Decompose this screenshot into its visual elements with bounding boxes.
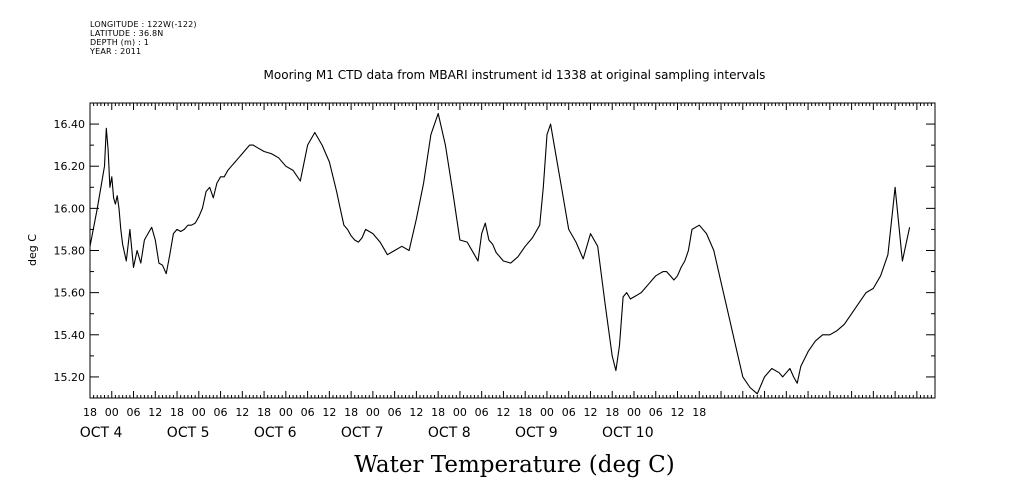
x-tick-label: 12 [148, 406, 162, 419]
x-tick-label: 00 [279, 406, 293, 419]
y-tick-label: 15.20 [54, 371, 86, 384]
x-day-label: OCT 10 [602, 425, 654, 441]
x-tick-label: 12 [583, 406, 597, 419]
meta-longitude: LONGITUDE : 122W(-122) [90, 20, 197, 29]
x-tick-label: 06 [649, 406, 663, 419]
x-tick-label: 00 [366, 406, 380, 419]
temperature-series-line [89, 112, 911, 395]
x-axis-title: Water Temperature (deg C) [354, 452, 675, 478]
x-tick-label: 18 [344, 406, 358, 419]
x-tick-label: 00 [105, 406, 119, 419]
x-tick-label: 06 [214, 406, 228, 419]
x-tick-label: 12 [409, 406, 423, 419]
x-tick-label: 00 [453, 406, 467, 419]
x-tick-label: 06 [301, 406, 315, 419]
x-tick-label: 06 [388, 406, 402, 419]
plot-frame [89, 102, 936, 399]
x-tick-label: 00 [540, 406, 554, 419]
y-tick-label: 15.60 [54, 287, 86, 300]
x-tick-label: 00 [192, 406, 206, 419]
metadata-block: LONGITUDE : 122W(-122) LATITUDE : 36.8N … [90, 20, 197, 56]
meta-depth: DEPTH (m) : 1 [90, 38, 149, 47]
x-tick-label: 18 [83, 406, 97, 419]
x-tick-label: 12 [671, 406, 685, 419]
x-tick-label: 12 [235, 406, 249, 419]
x-day-label: OCT 6 [254, 425, 297, 441]
y-tick-label: 15.80 [54, 245, 86, 258]
x-tick-label: 12 [322, 406, 336, 419]
x-tick-label: 18 [692, 406, 706, 419]
chart-title: Mooring M1 CTD data from MBARI instrumen… [263, 68, 766, 82]
x-day-label: OCT 7 [341, 425, 384, 441]
x-tick-label: 06 [127, 406, 141, 419]
meta-year: YEAR : 2011 [90, 47, 142, 56]
y-tick-label: 16.00 [54, 202, 86, 215]
x-tick-label: 18 [170, 406, 184, 419]
x-tick-label: 06 [475, 406, 489, 419]
x-day-label: OCT 5 [167, 425, 210, 441]
x-tick-label: 18 [605, 406, 619, 419]
y-tick-label: 16.20 [54, 160, 86, 173]
meta-latitude: LATITUDE : 36.8N [90, 29, 164, 38]
x-day-label: OCT 9 [515, 425, 558, 441]
x-tick-label: 18 [257, 406, 271, 419]
y-tick-label: 15.40 [54, 329, 86, 342]
x-tick-label: 18 [518, 406, 532, 419]
y-tick-label: 16.40 [54, 118, 86, 131]
x-tick-label: 00 [627, 406, 641, 419]
y-axis-label: deg C [26, 234, 39, 266]
x-day-label: OCT 4 [80, 425, 123, 441]
x-tick-label: 06 [562, 406, 576, 419]
x-tick-label: 18 [431, 406, 445, 419]
x-tick-label: 12 [496, 406, 510, 419]
x-day-label: OCT 8 [428, 425, 471, 441]
